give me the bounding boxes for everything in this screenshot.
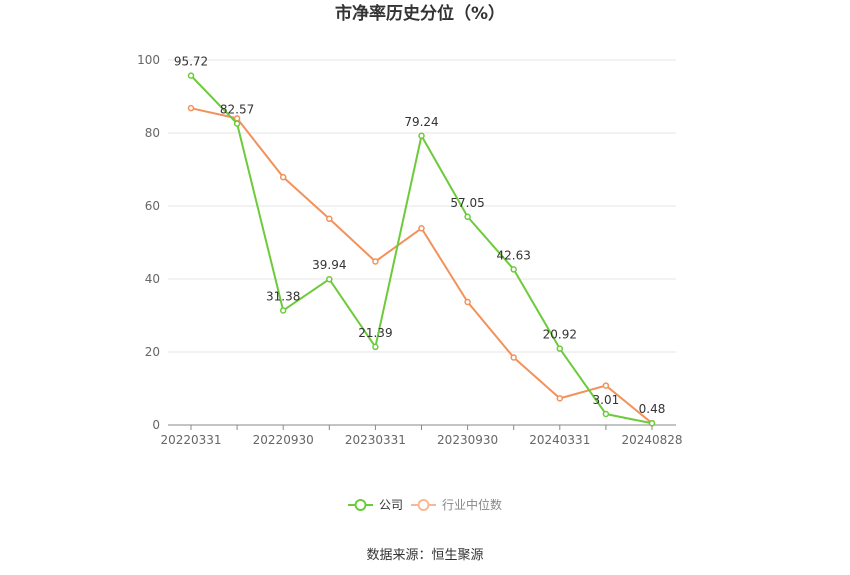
data-point: [510, 266, 517, 273]
y-tick-label: 0: [152, 418, 160, 432]
data-point: [602, 382, 610, 389]
series-layer: [187, 72, 656, 427]
legend-marker: [417, 499, 430, 511]
y-axis: 0 20 40 60 80 100: [137, 53, 160, 432]
data-point: [326, 275, 333, 283]
x-tick-label: 20240331: [529, 433, 590, 447]
data-label: 0.48: [639, 402, 666, 416]
data-label: 95.72: [174, 55, 208, 69]
data-label: 21.39: [358, 326, 392, 340]
data-point: [187, 72, 195, 79]
data-label: 39.94: [312, 258, 346, 272]
legend-label: 行业中位数: [442, 497, 502, 512]
data-point: [648, 419, 656, 427]
data-point: [556, 395, 564, 402]
y-tick-label: 80: [145, 126, 160, 140]
x-tick-label: 20220930: [253, 433, 314, 447]
x-tick-label: 20230930: [437, 433, 498, 447]
data-point: [464, 213, 471, 221]
data-source: 数据来源：恒生聚源: [366, 548, 483, 563]
series-industry-median: [187, 104, 656, 427]
data-label: 79.24: [404, 115, 438, 129]
data-label: 82.57: [220, 103, 254, 117]
data-point: [372, 343, 379, 351]
data-label: 20.92: [543, 328, 577, 342]
data-label: 42.63: [497, 248, 531, 262]
data-label: 57.05: [450, 196, 484, 210]
x-tick-label: 20230331: [345, 433, 406, 447]
data-label: 31.38: [266, 289, 300, 303]
chart-title: 市净率历史分位（%）: [335, 3, 505, 24]
data-point: [372, 258, 379, 265]
legend-item-company[interactable]: 公司: [348, 498, 403, 512]
x-tick-label: 20240828: [621, 433, 682, 447]
legend-item-industry-median[interactable]: 行业中位数: [411, 497, 502, 512]
data-point: [233, 115, 241, 122]
y-tick-label: 40: [145, 272, 160, 286]
y-tick-label: 100: [137, 53, 160, 67]
x-tick-label: 20220331: [160, 433, 221, 447]
data-point: [233, 120, 241, 127]
data-labels: 95.72 82.57 31.38 39.94 21.39 79.24 57.05 42.63…: [174, 55, 666, 417]
data-point: [279, 307, 287, 314]
series-line: [190, 107, 653, 424]
grid-lines: [168, 59, 676, 353]
y-tick-label: 60: [145, 199, 160, 213]
legend[interactable]: 公司 行业中位数: [348, 497, 502, 512]
data-point: [464, 298, 471, 306]
data-point: [418, 132, 425, 140]
data-point: [279, 173, 287, 181]
series-company: [187, 72, 656, 427]
y-tick-label: 20: [145, 345, 160, 359]
data-point: [510, 354, 517, 361]
data-point: [602, 410, 610, 418]
data-label: 3.01: [593, 393, 620, 407]
legend-label: 公司: [379, 498, 403, 512]
data-point: [556, 345, 564, 352]
data-point: [326, 215, 333, 223]
data-point: [187, 104, 195, 112]
data-point: [418, 225, 425, 232]
x-axis: 20220331 20220930 20230331 20230930 20240331…: [160, 424, 683, 447]
legend-marker: [354, 499, 367, 511]
